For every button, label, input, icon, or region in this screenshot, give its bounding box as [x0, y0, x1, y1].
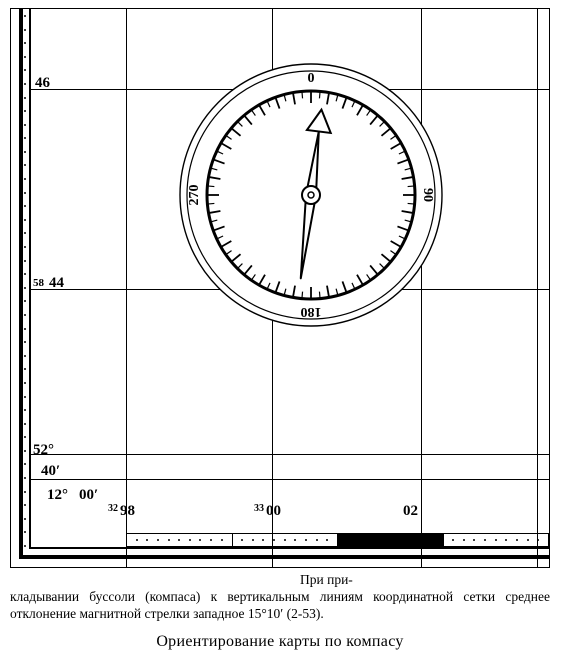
map-outer-frame: [19, 9, 549, 559]
scale-bar-segment: [337, 534, 443, 546]
x-label: 02: [403, 503, 418, 520]
grid-label: 44: [49, 275, 64, 292]
scale-bar-segment: [232, 534, 338, 546]
grid-hline: [31, 89, 549, 90]
grid-vline: [126, 9, 127, 567]
caption-line2: кладывании буссоли (компаса) к вертикаль…: [10, 589, 550, 621]
figure-title: Ориентирование карты по компасу: [10, 633, 550, 651]
grid-hline: [31, 289, 549, 290]
map-frame: 46 58 44 52° 40′ 12° 00′ 3298 3300 02 0 90 180 270: [10, 8, 550, 568]
compass-needle: [289, 108, 334, 280]
scale-bar-segment: [126, 534, 232, 546]
grid-label: 40′: [41, 463, 60, 480]
map-inner-frame: [29, 9, 549, 549]
grid-label: 58: [33, 277, 44, 289]
compass-cardinal-label: 270: [187, 185, 202, 206]
left-tick-column: [23, 9, 29, 549]
compass-rose: 0 90 180 270: [171, 55, 451, 335]
grid-label: 00′: [79, 487, 98, 504]
grid-hline: [31, 454, 549, 455]
grid-vline: [537, 9, 538, 567]
compass-cardinal-label: 0: [308, 71, 315, 86]
caption-line1: При при-: [300, 572, 353, 587]
x-label: 3300: [254, 503, 281, 520]
x-label: 3298: [108, 503, 135, 520]
caption-text: При при- кладывании буссоли (компаса) к …: [10, 572, 550, 623]
grid-vline: [421, 9, 422, 567]
grid-hline: [31, 479, 549, 480]
scale-bar-segment: [443, 534, 550, 546]
compass-cardinal-label: 180: [301, 304, 322, 319]
grid-label: 52°: [33, 442, 54, 459]
grid-label: 46: [35, 75, 50, 92]
scale-bar: [126, 533, 549, 547]
grid-label: 12°: [47, 487, 68, 504]
grid-vline: [272, 9, 273, 567]
compass-cardinal-label: 90: [420, 188, 435, 202]
